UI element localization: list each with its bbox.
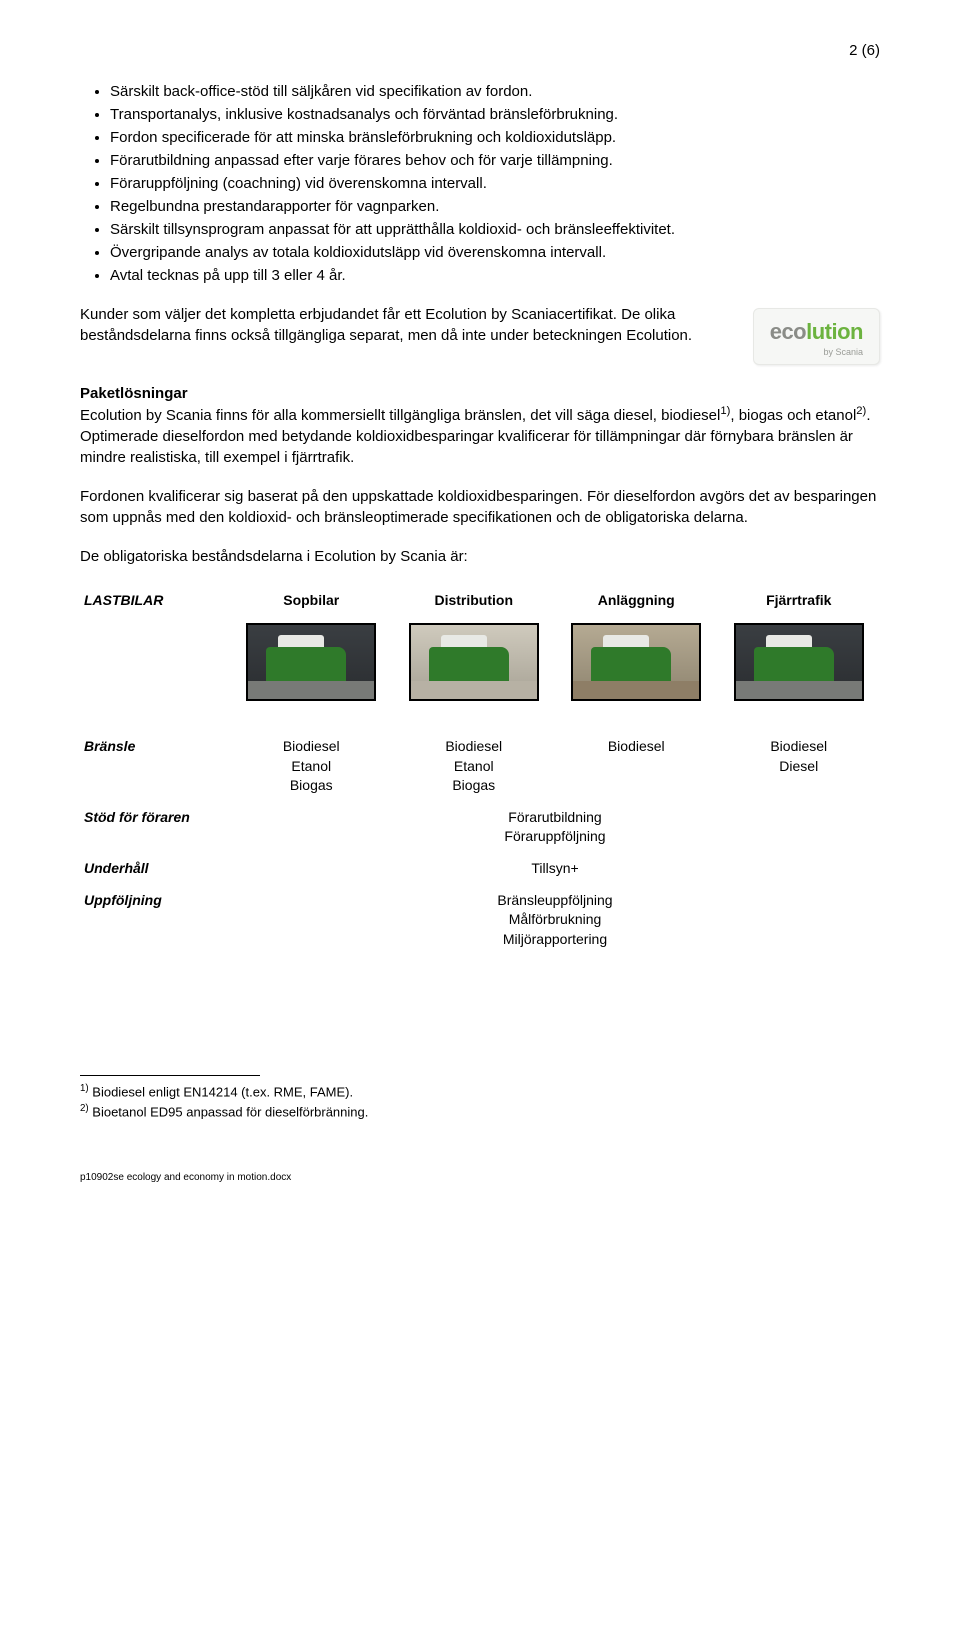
cell-merged: Tillsyn+ <box>230 853 880 885</box>
table-row-stod: Stöd för föraren Förarutbildning Förarup… <box>80 802 880 853</box>
logo-part-lution: lution <box>806 319 863 344</box>
truck-image-anlaggning <box>571 623 701 701</box>
col-head-lastbilar: LASTBILAR <box>80 585 230 617</box>
table-header-row: LASTBILAR Sopbilar Distribution Anläggni… <box>80 585 880 617</box>
truck-image-sopbilar <box>246 623 376 701</box>
table-image-row <box>80 617 880 707</box>
ecolution-logo: ecolution by Scania <box>753 308 880 365</box>
col-head: Sopbilar <box>230 585 393 617</box>
paragraph: De obligatoriska beståndsdelarna i Ecolu… <box>80 546 880 567</box>
logo-badge: ecolution by Scania <box>753 308 880 365</box>
footnote-sup: 1) <box>80 1083 89 1094</box>
truck-image-distribution <box>409 623 539 701</box>
table-row-uppfoljning: Uppföljning Bränsleuppföljning Målförbru… <box>80 885 880 956</box>
list-item: Fordon specificerade för att minska brän… <box>110 127 880 148</box>
intro-paragraph: Kunder som väljer det kompletta erbjudan… <box>80 306 692 344</box>
sup-2: 2) <box>856 405 866 417</box>
cell: Biodiesel Diesel <box>718 731 881 802</box>
table-row-bransle: Bränsle Biodiesel Etanol Biogas Biodiese… <box>80 731 880 802</box>
list-item: Övergripande analys av totala koldioxidu… <box>110 242 880 263</box>
footnote-text: Bioetanol ED95 anpassad för dieselförbrä… <box>89 1104 369 1119</box>
sup-1: 1) <box>720 405 730 417</box>
matrix-table: LASTBILAR Sopbilar Distribution Anläggni… <box>80 585 880 955</box>
col-head: Fjärrtrafik <box>718 585 881 617</box>
document-reference: p10902se ecology and economy in motion.d… <box>80 1171 880 1185</box>
logo-text: ecolution <box>770 317 863 348</box>
cell: Biodiesel Etanol Biogas <box>393 731 556 802</box>
list-item: Förarutbildning anpassad efter varje för… <box>110 150 880 171</box>
footnote-rule <box>80 1075 260 1076</box>
paragraph-text: , biogas och etanol <box>730 407 856 424</box>
col-head: Anläggning <box>555 585 718 617</box>
cell-merged: Förarutbildning Föraruppföljning <box>230 802 880 853</box>
row-label: Underhåll <box>80 853 230 885</box>
intro-paragraph-block: ecolution by Scania Kunder som väljer de… <box>80 304 880 365</box>
cell: Biodiesel <box>555 731 718 802</box>
bullet-list: Särskilt back-office-stöd till säljkåren… <box>80 81 880 286</box>
footnote-text: Biodiesel enligt EN14214 (t.ex. RME, FAM… <box>89 1085 353 1100</box>
list-item: Särskilt tillsynsprogram anpassat för at… <box>110 219 880 240</box>
truck-image-fjarrtrafik <box>734 623 864 701</box>
table-row-underhall: Underhåll Tillsyn+ <box>80 853 880 885</box>
cell-merged: Bränsleuppföljning Målförbrukning Miljör… <box>230 885 880 956</box>
list-item: Särskilt back-office-stöd till säljkåren… <box>110 81 880 102</box>
list-item: Föraruppföljning (coachning) vid överens… <box>110 173 880 194</box>
paragraph: Fordonen kvalificerar sig baserat på den… <box>80 486 880 528</box>
cell: Biodiesel Etanol Biogas <box>230 731 393 802</box>
list-item: Transportanalys, inklusive kostnadsanaly… <box>110 104 880 125</box>
logo-part-eco: eco <box>770 319 806 344</box>
footnote-sup: 2) <box>80 1103 89 1114</box>
row-label: Stöd för föraren <box>80 802 230 853</box>
section-heading: Paketlösningar <box>80 385 188 402</box>
footnotes: 1) Biodiesel enligt EN14214 (t.ex. RME, … <box>80 1075 880 1121</box>
footnote-2: 2) Bioetanol ED95 anpassad för dieselför… <box>80 1102 880 1122</box>
row-label: Uppföljning <box>80 885 230 956</box>
row-label: Bränsle <box>80 731 230 802</box>
paragraph-text: Ecolution by Scania finns för alla komme… <box>80 407 720 424</box>
section-paketlosningar: Paketlösningar Ecolution by Scania finns… <box>80 383 880 468</box>
list-item: Avtal tecknas på upp till 3 eller 4 år. <box>110 265 880 286</box>
page-number: 2 (6) <box>80 40 880 61</box>
list-item: Regelbundna prestandarapporter för vagnp… <box>110 196 880 217</box>
footnote-1: 1) Biodiesel enligt EN14214 (t.ex. RME, … <box>80 1082 880 1102</box>
col-head: Distribution <box>393 585 556 617</box>
